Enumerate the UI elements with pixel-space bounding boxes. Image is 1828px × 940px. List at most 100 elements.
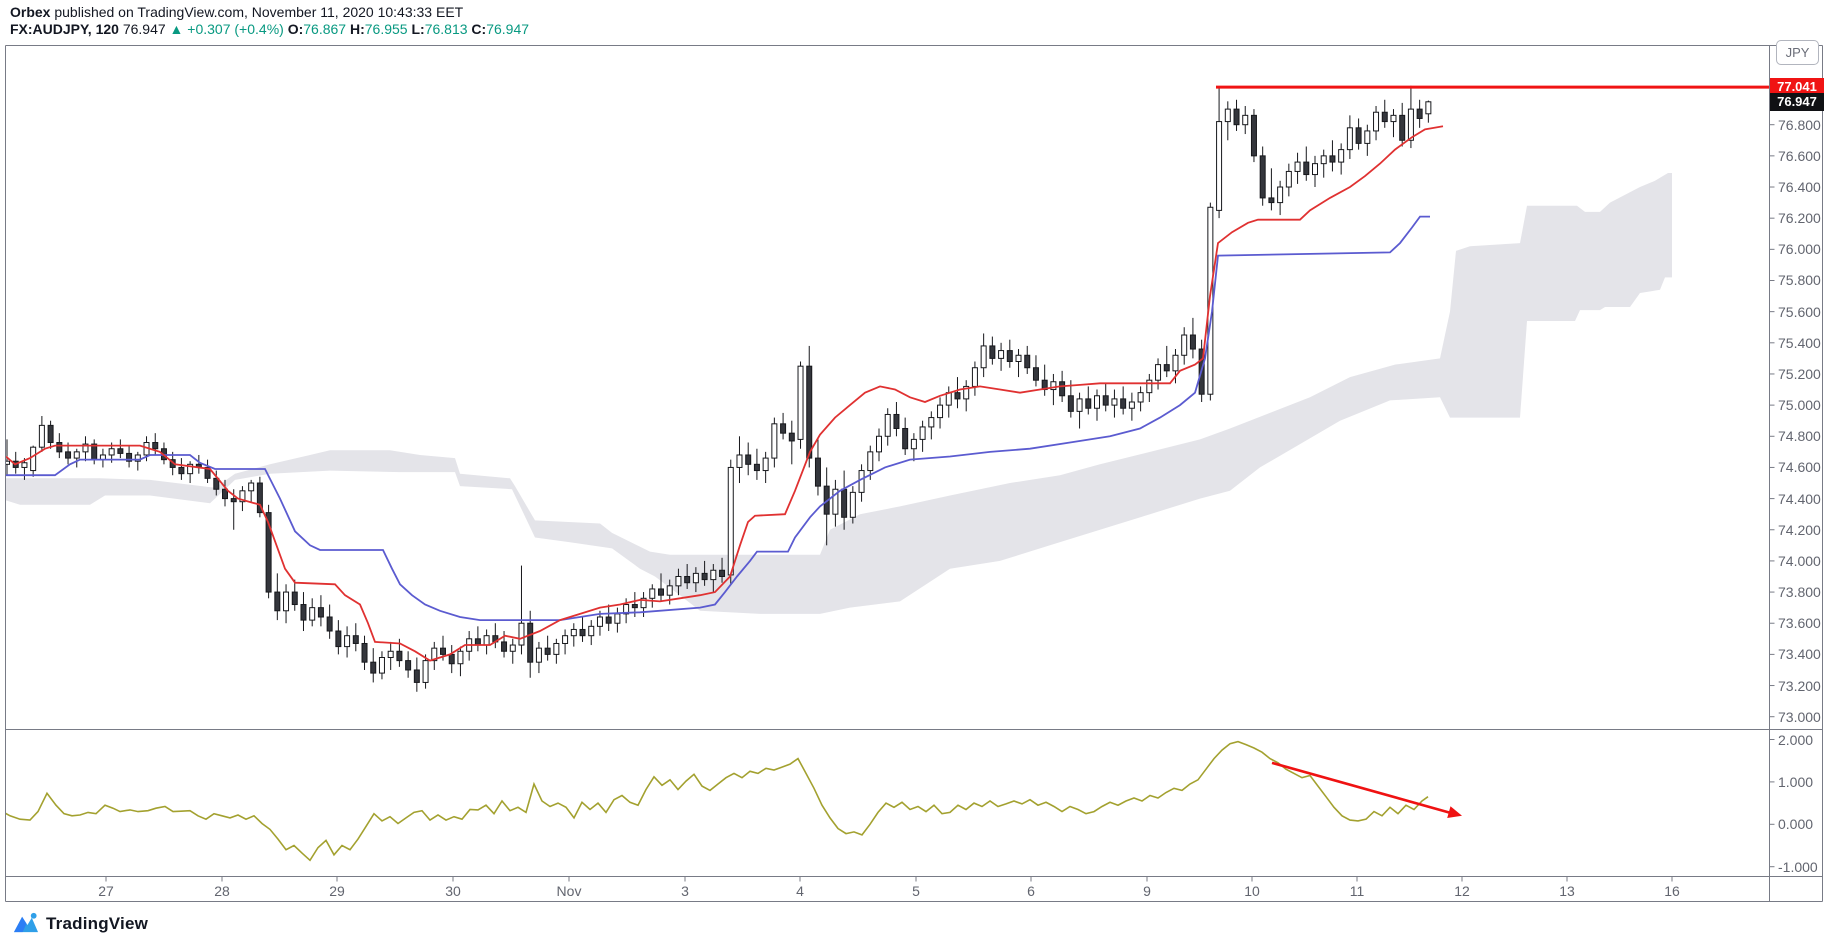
ichimoku-cloud xyxy=(5,173,1672,614)
candle-up xyxy=(937,404,944,419)
candle-down xyxy=(1233,108,1240,126)
candle-up xyxy=(1128,401,1135,409)
candle-down xyxy=(1163,364,1170,372)
oscillator-tick-label: 1.000 xyxy=(1778,773,1814,790)
candle-down xyxy=(413,669,420,683)
candle-up xyxy=(5,460,10,465)
candle-up xyxy=(1050,381,1057,391)
candle-up xyxy=(248,482,255,492)
candle-down xyxy=(1268,197,1275,204)
candle-down xyxy=(1355,127,1362,144)
candle-down xyxy=(684,575,691,584)
candle-up xyxy=(378,657,385,674)
close-value: 76.947 xyxy=(486,21,530,37)
candle-down xyxy=(1416,108,1423,119)
candle-down xyxy=(326,616,333,632)
candle-down xyxy=(893,413,900,429)
candle-down xyxy=(265,512,272,593)
candle-down xyxy=(370,661,377,674)
price-tick-label: 75.200 xyxy=(1778,365,1821,382)
candle-up xyxy=(422,660,429,683)
tradingview-logo-text: TradingView xyxy=(46,913,149,933)
candle-up xyxy=(1320,155,1327,165)
annotation-arrow-shaft[interactable] xyxy=(1271,761,1455,816)
candle-up xyxy=(1137,392,1144,403)
price-tick-label: 76.000 xyxy=(1778,241,1821,258)
oscillator-pane[interactable] xyxy=(0,740,1462,862)
last-price-label: 76.947 xyxy=(1770,93,1824,111)
candle-up xyxy=(588,625,595,637)
candle-up xyxy=(928,417,935,428)
price-tick-label: 75.400 xyxy=(1778,334,1821,351)
candle-down xyxy=(954,392,961,400)
candle-up xyxy=(1172,354,1179,372)
candle-up xyxy=(710,569,717,581)
candle-down xyxy=(1059,381,1066,397)
candle-down xyxy=(745,454,752,465)
candle-up xyxy=(1373,111,1380,132)
open-value: 76.867 xyxy=(303,21,347,37)
candle-down xyxy=(335,630,342,648)
tradingview-logo[interactable]: TradingView xyxy=(12,910,148,937)
candle-down xyxy=(719,569,726,577)
candle-up xyxy=(596,616,603,627)
candle-down xyxy=(544,647,551,655)
candle-down xyxy=(841,488,848,518)
candle-down xyxy=(902,427,909,450)
candle-up xyxy=(736,454,743,468)
date-tick-label: 27 xyxy=(98,883,114,899)
price-tick-label: 73.400 xyxy=(1778,646,1821,663)
candle-down xyxy=(631,604,638,609)
candle-down xyxy=(1381,111,1388,123)
candle-down xyxy=(1120,398,1127,409)
candle-up xyxy=(910,438,917,450)
candle-up xyxy=(187,463,194,475)
candle-up xyxy=(971,367,978,387)
date-tick-label: Nov xyxy=(556,883,582,899)
candle-up xyxy=(1015,354,1022,363)
price-tick-label: 73.200 xyxy=(1778,677,1821,694)
candle-up xyxy=(483,635,490,646)
candle-down xyxy=(448,653,455,665)
candle-up xyxy=(1312,163,1318,176)
candle-up xyxy=(431,647,438,662)
candle-down xyxy=(230,498,237,503)
price-tick-label: 75.800 xyxy=(1778,272,1821,289)
candle-down xyxy=(300,604,307,621)
candle-up xyxy=(980,345,987,369)
date-tick-label: 28 xyxy=(214,883,230,899)
candle-up xyxy=(623,604,630,615)
candle-up xyxy=(692,572,699,584)
candle-up xyxy=(1146,379,1153,394)
candle-up xyxy=(919,426,926,440)
candle-up xyxy=(562,635,569,644)
resistance-price-label: 77.041 xyxy=(1770,78,1824,96)
candle-up xyxy=(1294,161,1301,172)
date-tick-label: 3 xyxy=(681,883,689,899)
candle-up xyxy=(867,451,874,472)
price-tick-label: 73.600 xyxy=(1778,615,1821,632)
oscillator-tick-label: -1.000 xyxy=(1778,858,1818,875)
candle-down xyxy=(256,482,263,514)
candle-up xyxy=(1285,170,1292,188)
publisher-name: Orbex xyxy=(10,4,51,20)
price-tick-label: 76.800 xyxy=(1778,116,1821,133)
candle-up xyxy=(283,591,290,612)
currency-toggle-button[interactable]: JPY xyxy=(1776,40,1819,65)
candle-up xyxy=(1277,186,1284,204)
publish-header: Orbex published on TradingView.com, Nove… xyxy=(10,4,529,38)
candle-up xyxy=(614,613,621,624)
candle-up xyxy=(509,644,516,652)
candle-down xyxy=(579,628,586,637)
price-tick-label: 73.000 xyxy=(1778,708,1821,725)
main-pane[interactable] xyxy=(0,85,1770,692)
price-tick-label: 74.000 xyxy=(1778,552,1821,569)
candle-up xyxy=(1094,395,1100,409)
date-tick-label: 10 xyxy=(1244,883,1260,899)
candle-up xyxy=(963,385,970,400)
candle-down xyxy=(1189,334,1196,350)
candle-up xyxy=(1181,334,1188,356)
candle-down xyxy=(291,591,298,606)
